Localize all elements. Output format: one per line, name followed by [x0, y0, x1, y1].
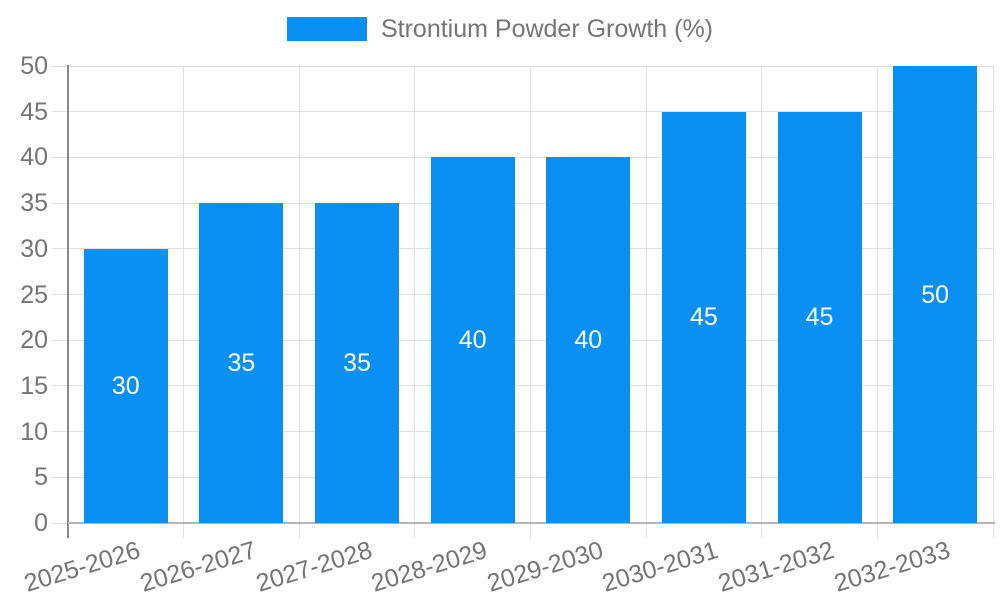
h-gridline — [52, 385, 993, 387]
v-gridline — [414, 66, 416, 538]
y-axis-tick-label: 30 — [20, 234, 48, 263]
bar-value-label: 40 — [458, 326, 487, 355]
h-gridline — [52, 431, 993, 433]
h-gridline — [52, 65, 993, 67]
y-axis-tick-label: 5 — [34, 463, 48, 492]
x-axis-category-label: 2030-2031 — [599, 536, 722, 598]
v-gridline — [298, 66, 300, 538]
x-axis-category-label: 2032-2033 — [830, 536, 954, 598]
bar[interactable] — [83, 248, 168, 523]
x-axis-line — [68, 522, 995, 524]
x-axis-category-label: 2025-2026 — [21, 536, 144, 598]
x-axis-category-label: 2029-2030 — [483, 536, 607, 598]
bar[interactable] — [546, 157, 631, 523]
h-gridline — [52, 248, 993, 250]
h-gridline — [52, 294, 993, 295]
y-axis-line — [67, 65, 69, 538]
y-axis-tick — [52, 522, 68, 524]
y-axis-tick-label: 25 — [20, 280, 48, 309]
bar[interactable] — [777, 111, 862, 523]
y-axis-tick-label: 45 — [20, 97, 48, 126]
legend-label[interactable]: Strontium Powder Growth (%) — [380, 15, 714, 43]
x-axis-category-label: 2031-2032 — [714, 536, 838, 598]
v-gridline — [530, 66, 531, 538]
bar[interactable] — [199, 203, 284, 523]
bar-value-label: 40 — [574, 326, 603, 355]
y-axis-tick-label: 50 — [20, 52, 48, 80]
x-axis-category-label: 2027-2028 — [252, 536, 375, 598]
v-gridline — [761, 66, 763, 538]
v-gridline — [183, 66, 185, 538]
y-axis-tick-label: 40 — [20, 143, 48, 172]
h-gridline — [52, 202, 993, 204]
y-axis-tick-label: 35 — [20, 189, 48, 218]
bar[interactable] — [430, 157, 515, 523]
v-gridline — [645, 66, 647, 538]
x-axis-category-label: 2028-2029 — [368, 536, 491, 598]
v-gridline — [992, 66, 994, 538]
bar-value-label: 50 — [921, 280, 950, 309]
bar-value-label: 45 — [805, 303, 834, 332]
bar[interactable] — [661, 111, 746, 523]
h-gridline — [52, 476, 993, 478]
y-axis-tick-label: 0 — [34, 509, 48, 537]
legend: Strontium Powder Growth (%) — [0, 16, 1000, 42]
legend-swatch-icon[interactable] — [286, 17, 367, 41]
y-axis-tick-label: 15 — [20, 371, 48, 400]
bar-value-label: 35 — [227, 349, 256, 378]
bar[interactable] — [315, 203, 400, 523]
h-gridline — [52, 339, 993, 341]
h-gridline — [52, 156, 993, 158]
x-axis-category-label: 2026-2027 — [136, 536, 260, 598]
y-axis-tick-label: 10 — [20, 417, 48, 446]
y-axis-tick-label: 20 — [20, 326, 48, 355]
bar-value-label: 30 — [111, 371, 140, 400]
h-gridline — [52, 111, 993, 113]
bar-value-label: 45 — [690, 303, 718, 332]
bar-value-label: 35 — [343, 349, 371, 378]
v-gridline — [876, 66, 878, 538]
bar[interactable] — [893, 66, 978, 523]
